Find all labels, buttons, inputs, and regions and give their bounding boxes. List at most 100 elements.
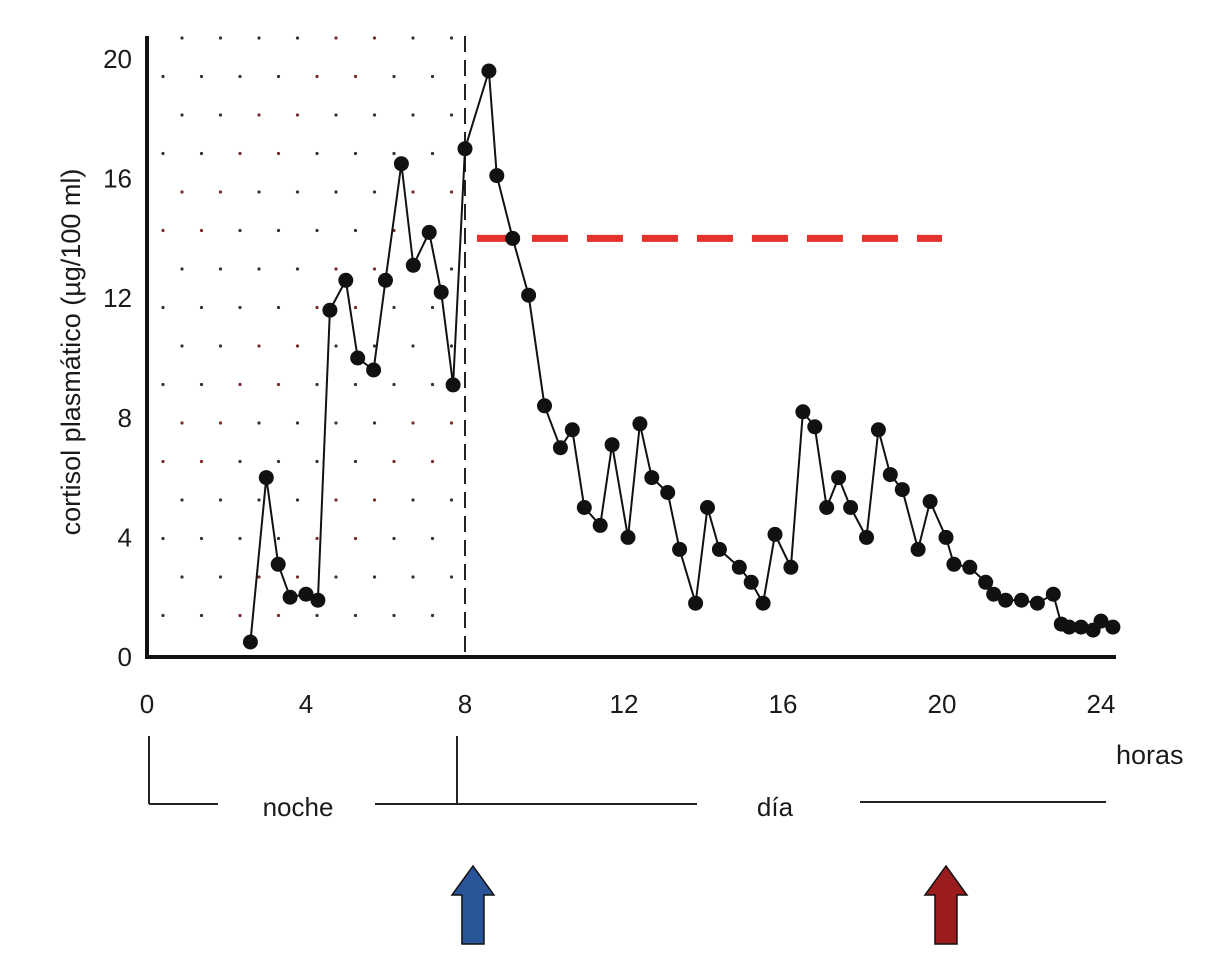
y-tick-label: 8 [118,403,132,433]
data-point [405,257,421,273]
data-point [1093,613,1109,629]
night-dot [161,228,165,233]
night-dot [199,151,204,156]
night-dot [276,613,281,618]
data-point [481,63,497,79]
night-dot [276,151,281,156]
night-dot [218,421,223,425]
night-dot [238,382,242,387]
data-point [310,592,326,608]
x-tick-label: 8 [458,689,472,719]
night-dot [449,344,454,348]
night-dot [430,305,435,310]
night-dot [180,267,184,271]
night-dot [238,459,242,464]
y-tick-label: 4 [118,522,132,552]
night-dot [161,536,165,541]
night-dot [238,228,242,233]
data-point [831,470,847,486]
period-label-night: noche [263,792,334,822]
data-point [783,559,799,575]
night-dot [411,421,415,425]
night-dot [276,459,281,464]
night-dot [199,74,204,79]
night-dot [430,74,435,79]
night-dot [315,613,319,618]
night-dot [353,74,358,79]
night-dot [276,305,281,310]
night-dot [161,382,165,387]
data-point [859,529,874,545]
data-point [433,284,449,300]
period-label-day: día [757,792,794,822]
night-dot [180,113,184,117]
data-point [978,574,994,590]
night-dot [449,575,454,579]
night-dot [315,151,319,156]
data-point [505,230,521,246]
night-dot [372,36,377,40]
y-tick-label: 12 [103,283,132,313]
night-dot [218,267,223,271]
night-dot [392,74,396,79]
night-dot [295,344,300,348]
night-dot [334,267,338,271]
night-dot [430,459,435,464]
night-dot [238,305,242,310]
night-dot [161,613,165,618]
data-point [521,287,537,303]
night-dot [353,536,358,541]
data-point [1029,595,1045,611]
night-dot [392,613,396,618]
night-shading [161,36,454,618]
data-point [843,500,859,515]
night-dot [315,382,319,387]
data-point [366,362,382,378]
night-dot [411,36,415,40]
event-arrows [450,864,969,945]
night-dot [353,151,358,156]
data-point [592,517,608,533]
night-dot [411,498,415,502]
x-tick-label: 4 [299,689,313,719]
night-dot [295,36,300,40]
night-dot [411,113,415,117]
data-point [258,470,274,486]
night-dot [257,344,261,348]
data-point [378,272,393,288]
night-dot [392,382,396,387]
night-dot [180,344,184,348]
x-tick-labels: 0 4 8 12 16 20 24 [140,689,1116,719]
data-point [576,500,592,515]
night-dot [199,613,204,618]
night-dot [430,382,435,387]
night-dot [334,190,338,194]
y-tick-labels: 0 4 8 12 16 20 [103,44,132,672]
y-tick-label: 0 [118,642,132,672]
data-point [1045,586,1061,602]
data-point [870,422,886,438]
night-dot [199,536,204,541]
data-point [564,422,580,438]
night-dot [372,267,377,271]
y-axis-title: cortisol plasmático (µg/100 ml) [56,169,86,536]
night-dot [199,382,204,387]
x-tick-label: 12 [610,689,639,719]
data-point [282,589,298,605]
night-dot [161,151,165,156]
data-point [700,500,715,515]
night-dot [295,421,300,425]
x-axis-title: horas [1116,740,1184,770]
night-dot [334,36,338,40]
data-point [688,595,704,611]
data-point [743,574,759,590]
period-timeline: noche día [148,736,1106,822]
night-dot [315,459,319,464]
data-point [731,559,747,575]
data-point [807,419,823,435]
night-dot [449,421,454,425]
night-dot [295,267,300,271]
night-dot [430,536,435,541]
night-dot [334,498,338,502]
